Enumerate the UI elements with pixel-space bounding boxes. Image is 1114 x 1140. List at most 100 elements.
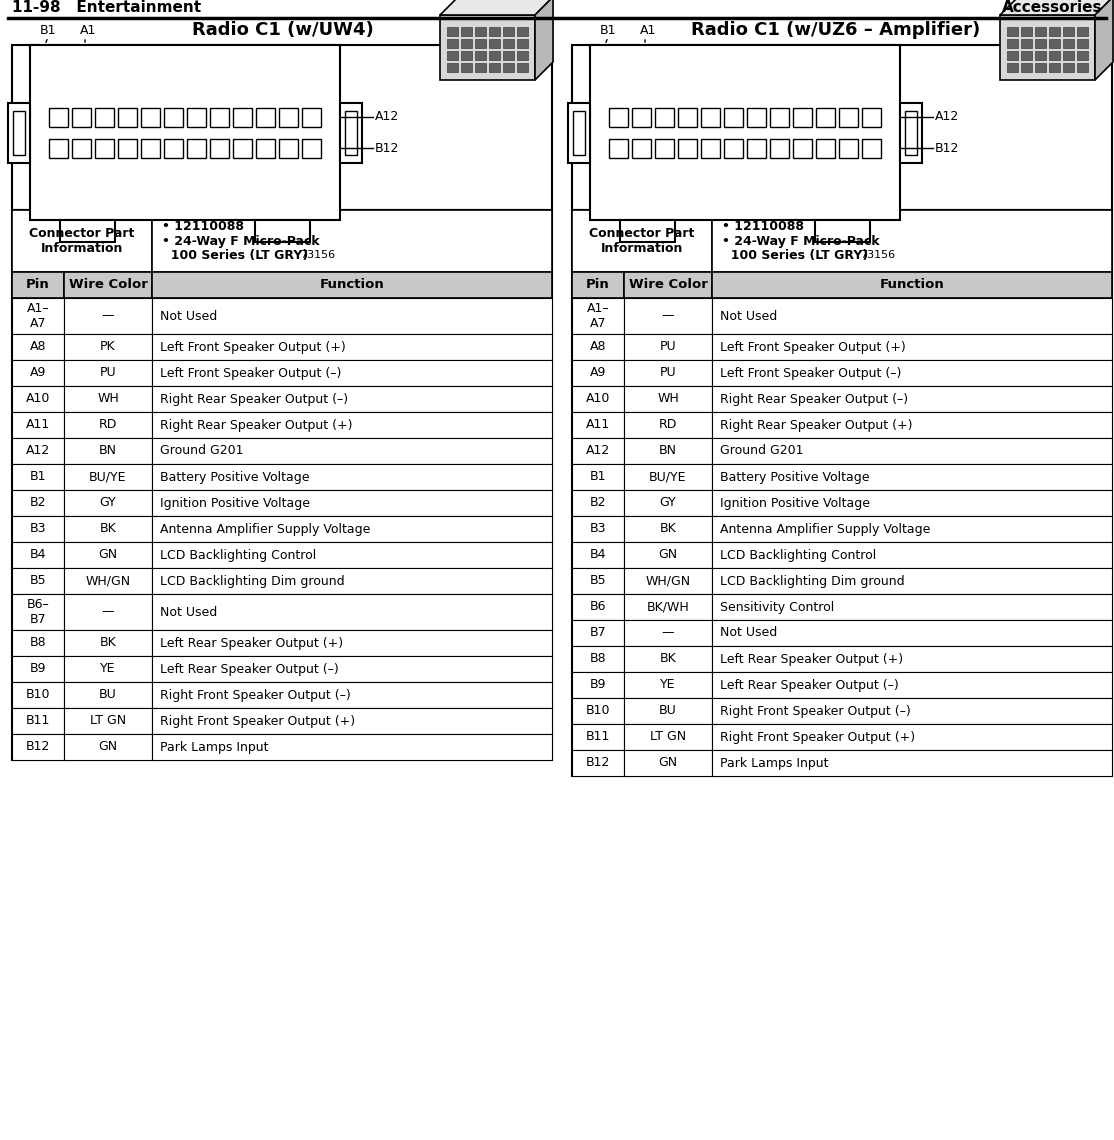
Bar (152, 386, 553, 412)
Text: A11: A11 (26, 418, 50, 432)
Bar (1007, 63, 1018, 72)
Text: Accessories: Accessories (1001, 0, 1102, 16)
Text: Right Rear Speaker Output (+): Right Rear Speaker Output (+) (160, 418, 352, 432)
Text: Left Front Speaker Output (+): Left Front Speaker Output (+) (160, 341, 345, 353)
Text: • 12110088
• 24-Way F Micro-Pack
  100 Series (LT GRY): • 12110088 • 24-Way F Micro-Pack 100 Ser… (162, 220, 320, 262)
Bar (1077, 27, 1088, 36)
Text: B5: B5 (589, 575, 606, 587)
Polygon shape (440, 0, 553, 15)
Bar (571, 568, 624, 594)
Text: PK: PK (100, 341, 116, 353)
Text: B2: B2 (30, 497, 47, 510)
Bar (72, 138, 91, 157)
Text: Right Front Speaker Output (–): Right Front Speaker Output (–) (160, 689, 351, 701)
Bar (152, 438, 553, 464)
Bar (8, 103, 30, 163)
Text: A1: A1 (641, 24, 656, 36)
Bar (63, 490, 152, 516)
Bar (63, 682, 152, 708)
Bar (712, 412, 1112, 438)
Bar (345, 111, 356, 155)
Bar (489, 51, 500, 60)
Bar (95, 138, 114, 157)
Bar (712, 750, 1112, 776)
Bar (571, 44, 1112, 210)
Text: Left Rear Speaker Output (+): Left Rear Speaker Output (+) (160, 636, 343, 650)
Bar (815, 220, 870, 242)
Bar (862, 107, 881, 127)
Bar (504, 27, 514, 36)
Bar (624, 542, 712, 568)
Text: GN: GN (98, 548, 118, 562)
Bar (63, 568, 152, 594)
Bar (12, 656, 63, 682)
Bar (447, 39, 458, 48)
Bar (118, 138, 137, 157)
Text: LCD Backlighting Control: LCD Backlighting Control (160, 548, 316, 562)
Bar (571, 210, 1112, 776)
Bar (1063, 51, 1074, 60)
Text: A10: A10 (26, 392, 50, 406)
Bar (152, 516, 553, 541)
Text: A11: A11 (586, 418, 610, 432)
Text: Function: Function (880, 278, 945, 292)
Bar (63, 464, 152, 490)
Bar (63, 630, 152, 656)
Text: LCD Backlighting Control: LCD Backlighting Control (720, 548, 877, 562)
Text: WH/GN: WH/GN (645, 575, 691, 587)
Bar (63, 438, 152, 464)
Bar (839, 138, 858, 157)
Bar (517, 63, 528, 72)
Bar (12, 568, 63, 594)
Bar (152, 542, 553, 568)
Bar (447, 63, 458, 72)
Bar (571, 334, 624, 360)
Bar (701, 107, 720, 127)
Text: B1: B1 (40, 24, 57, 36)
Text: A1: A1 (80, 24, 97, 36)
Bar (770, 138, 789, 157)
Text: BU/YE: BU/YE (649, 471, 686, 483)
Text: LT GN: LT GN (90, 715, 126, 727)
Bar (256, 107, 275, 127)
Bar (63, 272, 152, 298)
Bar (12, 490, 63, 516)
Bar (1063, 27, 1074, 36)
Bar (447, 51, 458, 60)
Text: Not Used: Not Used (160, 309, 217, 323)
Text: Left Front Speaker Output (–): Left Front Speaker Output (–) (720, 366, 901, 380)
Bar (712, 671, 1112, 698)
Text: B6–
B7: B6– B7 (27, 598, 49, 626)
Bar (1007, 27, 1018, 36)
Text: Not Used: Not Used (720, 627, 778, 640)
Bar (12, 210, 553, 760)
Text: Connector Part
Information: Connector Part Information (589, 227, 695, 255)
Text: —: — (101, 605, 115, 619)
Text: Radio C1 (w/UZ6 – Amplifier): Radio C1 (w/UZ6 – Amplifier) (692, 21, 980, 39)
Text: BK: BK (99, 636, 116, 650)
Bar (724, 107, 743, 127)
Bar (712, 490, 1112, 516)
Text: Wire Color: Wire Color (628, 278, 707, 292)
Bar (712, 386, 1112, 412)
Text: B11: B11 (586, 731, 610, 743)
Text: BK/WH: BK/WH (646, 601, 690, 613)
Bar (63, 412, 152, 438)
Text: B5: B5 (30, 575, 47, 587)
Bar (712, 698, 1112, 724)
Text: 11-98   Entertainment: 11-98 Entertainment (12, 0, 202, 16)
Bar (624, 272, 712, 298)
Bar (793, 138, 812, 157)
Text: BN: BN (659, 445, 677, 457)
Text: B12: B12 (26, 741, 50, 754)
Text: B7: B7 (589, 627, 606, 640)
Bar (152, 708, 553, 734)
Text: RD: RD (99, 418, 117, 432)
Bar (1063, 39, 1074, 48)
Text: BU: BU (659, 705, 677, 717)
Text: GN: GN (658, 548, 677, 562)
Bar (712, 542, 1112, 568)
Bar (141, 138, 160, 157)
Bar (655, 107, 674, 127)
Bar (571, 594, 624, 620)
